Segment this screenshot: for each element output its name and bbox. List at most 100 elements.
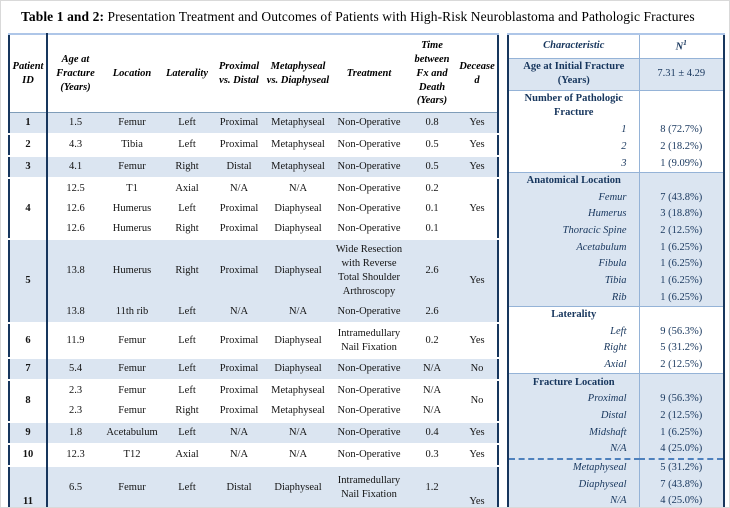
cell-prox-distal: Proximal bbox=[213, 239, 265, 302]
patient-fracture-row: 5 13.8 Humerus Right Proximal Diaphyseal Wide … bbox=[9, 239, 498, 323]
cell-deceased: Yes bbox=[469, 202, 485, 214]
col-header-metaphyseal-diaphyseal: Metaphyseal vs. Diaphyseal bbox=[265, 33, 331, 113]
patient-fracture-row: 1 1.5 Femur Left Proximal Metaphyseal Non-Oper… bbox=[9, 112, 498, 135]
characteristic-value: 1 (6.25%) bbox=[639, 424, 724, 441]
cell-patient-id: 4 bbox=[9, 177, 48, 240]
cell-laterality: Left bbox=[161, 465, 213, 507]
cell-meta-dia: Diaphyseal bbox=[274, 202, 322, 214]
col-header-treatment: Treatment bbox=[331, 33, 407, 113]
cell-time: 0.3 bbox=[425, 448, 439, 460]
cell-time: 0.8 bbox=[407, 112, 457, 135]
characteristic-row: Metaphyseal 5 (31.2%) bbox=[508, 458, 724, 477]
col-header-deceased: Deceased bbox=[457, 33, 498, 113]
cell-time: 2.6 bbox=[407, 301, 457, 323]
cell-treatment: Wide Resection with Reverse Total Should… bbox=[331, 239, 407, 302]
cell-treatment: Non-Operative bbox=[337, 202, 401, 214]
characteristic-row: 1 8 (72.7%) bbox=[508, 121, 724, 139]
cell-deceased: Yes bbox=[457, 465, 498, 507]
characteristic-row: Thoracic Spine 2 (12.5%) bbox=[508, 222, 724, 240]
cell-treatment: Non-Operative bbox=[337, 182, 401, 194]
cell-meta-dia: Diaphyseal bbox=[265, 358, 331, 381]
patient-fracture-row: 6 11.9 Femur Left Proximal Diaphyseal Intramed… bbox=[9, 322, 498, 359]
cell-prox-distal: Proximal bbox=[219, 222, 259, 234]
cell-prox-distal: Proximal bbox=[219, 139, 259, 151]
cell-age: 12.6 bbox=[66, 222, 85, 234]
cell-age: 2.3 bbox=[68, 405, 83, 417]
characteristics-table: Characteristic N1 Age at Initial Fractur… bbox=[507, 32, 725, 507]
characteristic-value: 4 (25.0%) bbox=[639, 440, 724, 459]
cell-time: N/A bbox=[422, 405, 442, 417]
cell-laterality: Left bbox=[178, 139, 196, 151]
patient-fracture-row: 3 4.1 Femur Right Distal Metaphyseal Non-Opera… bbox=[9, 156, 498, 178]
characteristic-row: 3 1 (9.09%) bbox=[508, 155, 724, 173]
patient-fracture-row: 13.8 11th rib Left N/A N/A Non-Operative 2.6 bbox=[9, 301, 498, 323]
cell-treatment: Non-Operative bbox=[331, 358, 407, 381]
cell-patient-id: 10 bbox=[9, 443, 48, 466]
cell-laterality: Axial bbox=[175, 448, 199, 460]
characteristic-label: Right bbox=[508, 340, 640, 357]
characteristic-section-header-row: Anatomical Location bbox=[508, 172, 724, 190]
cell-laterality: Left bbox=[161, 358, 213, 381]
cell-prox-distal: Proximal bbox=[219, 334, 259, 346]
characteristic-label: 2 bbox=[508, 138, 640, 156]
section-header-value bbox=[639, 172, 724, 190]
patient-fracture-row: 10 12.3 T12 Axial N/A N/A Non-Operative 0.3 Yes bbox=[9, 443, 498, 466]
cell-laterality: Left bbox=[178, 202, 196, 214]
patient-fracture-row: 12.6 Humerus Left Proximal Diaphyseal Non-Ope… bbox=[9, 199, 498, 219]
cell-prox-distal: N/A bbox=[229, 448, 249, 460]
cell-location: Humerus bbox=[103, 239, 161, 302]
cell-deceased: Yes bbox=[469, 139, 485, 151]
characteristic-value: 1 (9.09%) bbox=[660, 157, 703, 169]
tables-container: Patient ID Age at Fracture (Years) Locat… bbox=[8, 32, 725, 507]
cell-location: Humerus bbox=[112, 222, 152, 234]
characteristic-value: 1 (6.25%) bbox=[639, 272, 724, 290]
characteristic-section-header-row: Fracture Location bbox=[508, 373, 724, 392]
characteristic-section-header-row: Laterality bbox=[508, 306, 724, 324]
cell-treatment: Non-Operative bbox=[337, 385, 401, 397]
cell-prox-distal: N/A bbox=[229, 182, 249, 194]
characteristic-label: 3 bbox=[508, 155, 640, 173]
characteristic-row: N/A 4 (25.0%) bbox=[508, 440, 724, 459]
cell-location: Femur bbox=[103, 358, 161, 381]
characteristic-row: Left 9 (56.3%) bbox=[508, 323, 724, 341]
cell-age: 6.5 bbox=[47, 465, 103, 507]
cell-laterality: Left bbox=[161, 112, 213, 135]
characteristic-label: Diaphyseal bbox=[508, 476, 640, 493]
cell-deceased: Yes bbox=[469, 334, 485, 346]
characteristic-row: Midshaft 1 (6.25%) bbox=[508, 424, 724, 441]
cell-meta-dia: Metaphyseal bbox=[265, 112, 331, 135]
characteristic-section-header-row: Age at Initial Fracture (Years) 7.31 ± 4.… bbox=[508, 58, 724, 91]
cell-patient-id: 9 bbox=[9, 422, 48, 444]
col-header-patient-id: Patient ID bbox=[9, 33, 48, 113]
characteristic-section-header-row: Number of Pathologic Fracture bbox=[508, 90, 724, 122]
cell-patient-id: 5 bbox=[9, 239, 48, 323]
cell-time: N/A bbox=[422, 385, 442, 397]
cell-deceased: Yes bbox=[457, 156, 498, 178]
cell-deceased: Yes bbox=[469, 448, 485, 460]
characteristic-label: Distal bbox=[508, 407, 640, 425]
cell-prox-distal: Proximal bbox=[213, 358, 265, 381]
cell-patient-id: 6 bbox=[9, 322, 48, 359]
section-header-label: Anatomical Location bbox=[508, 172, 640, 190]
patient-fracture-row: 2.3 Femur Right Proximal Metaphyseal Non-Oper… bbox=[9, 401, 498, 422]
cell-laterality: Left bbox=[178, 334, 196, 346]
cell-treatment: Non-Operative bbox=[331, 422, 407, 444]
cell-laterality: Left bbox=[161, 422, 213, 444]
characteristic-column-header: Characteristic bbox=[508, 32, 640, 59]
cell-age: 5.4 bbox=[47, 358, 103, 381]
cell-laterality: Right bbox=[161, 156, 213, 178]
cell-laterality: Right bbox=[161, 239, 213, 302]
characteristic-label: Rib bbox=[508, 289, 640, 307]
characteristic-row: Fibula 1 (6.25%) bbox=[508, 256, 724, 273]
characteristic-label: Acetabulum bbox=[508, 239, 640, 257]
cell-location: Humerus bbox=[112, 202, 152, 214]
patient-fracture-row: 12.6 Humerus Right Proximal Diaphyseal Non-Op… bbox=[9, 219, 498, 240]
characteristic-label: Left bbox=[508, 323, 640, 341]
characteristic-value: 4 (25.0%) bbox=[639, 492, 724, 507]
section-header-label: Number of Pathologic Fracture bbox=[508, 90, 640, 122]
cell-location: 11th rib bbox=[103, 301, 161, 323]
cell-time: 2.6 bbox=[407, 239, 457, 302]
caption-label: Table 1 and 2: bbox=[21, 9, 105, 24]
cell-deceased: Yes bbox=[457, 239, 498, 323]
